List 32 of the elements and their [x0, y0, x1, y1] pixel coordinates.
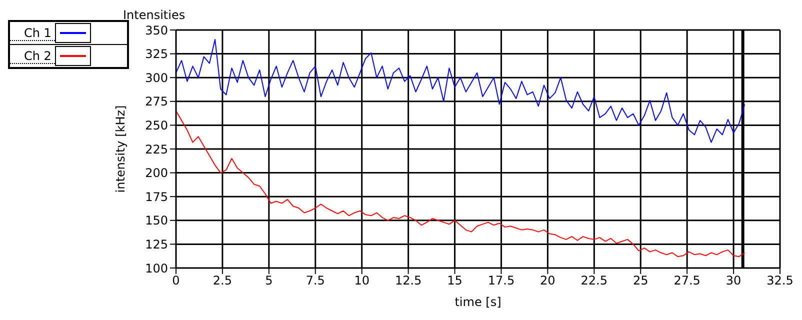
chart-title: Intensities [123, 8, 186, 22]
y-tick-label: 250 [145, 118, 168, 132]
y-tick-label: 125 [145, 237, 168, 252]
x-tick-label: 5 [265, 274, 273, 288]
line-series [176, 39, 746, 143]
y-tick-label: 150 [145, 214, 168, 228]
y-axis-title: intensity [kHz] [113, 105, 128, 193]
x-tick-label: 10 [354, 274, 370, 288]
y-tick-label: 325 [145, 47, 168, 62]
x-tick-label: 2.5 [212, 274, 232, 288]
x-tick-label: 15 [447, 274, 462, 288]
x-axis-title: time [s] [454, 295, 502, 309]
y-tick-label: 350 [145, 23, 168, 38]
line-series [176, 110, 746, 258]
x-tick-label: 20 [540, 274, 556, 288]
x-tick-label: 17.5 [488, 274, 515, 288]
x-tick-label: 7.5 [306, 274, 325, 288]
y-tick-label: 225 [145, 142, 168, 156]
x-tick-label: 12.5 [394, 274, 422, 288]
x-tick-label: 22.5 [580, 274, 608, 288]
y-tick-label: 275 [145, 94, 168, 109]
x-tick-label: 32.5 [766, 274, 794, 288]
y-tick-label: 100 [145, 261, 168, 276]
y-tick-label: 200 [145, 166, 168, 180]
x-tick-label: 30 [726, 274, 742, 288]
x-tick-label: 25 [632, 274, 648, 288]
y-tick-label: 300 [145, 70, 168, 85]
x-tick-label: 0 [172, 274, 180, 288]
legend-label: Ch 1 [10, 26, 56, 40]
legend-label: Ch 2 [10, 48, 56, 64]
x-tick-label: 27.5 [674, 274, 700, 288]
y-tick-label: 175 [145, 190, 168, 204]
